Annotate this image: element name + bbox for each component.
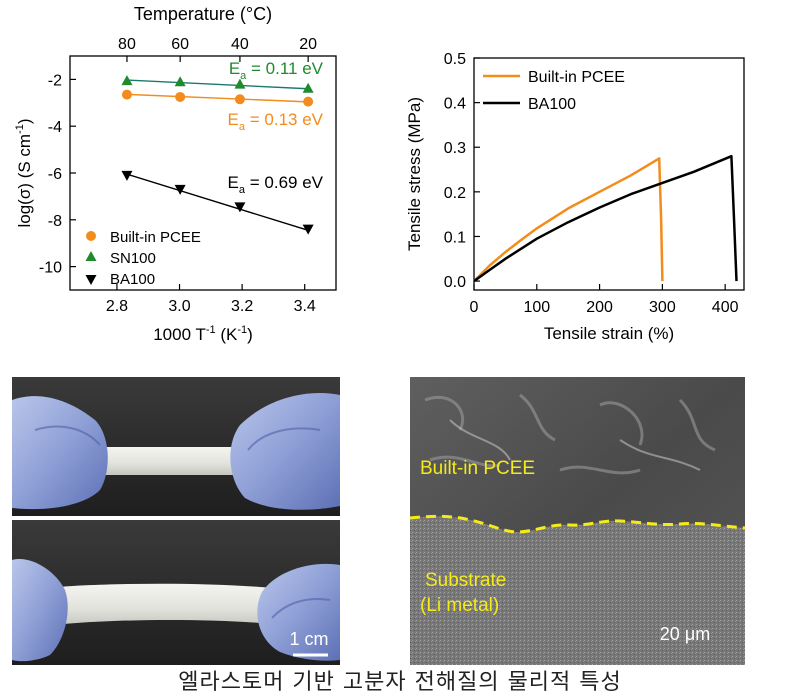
conductivity-x-axis-label: 1000 T-1 (K-1) [153,324,253,344]
glove-right-bottom [257,563,340,661]
y-tick-label: -10 [39,260,62,277]
y-tick-label: 0.5 [444,51,466,68]
data-point-sn100 [302,82,314,93]
glove-right-top [230,393,340,510]
top-tick-label: 40 [231,36,249,53]
y-tick-label: 0.3 [444,140,466,157]
tensile-curve-ba100 [473,154,738,283]
legend-label-built-in-pcee: Built-in PCEE [110,229,201,246]
legend-label-ba100-tensile: BA100 [528,96,576,113]
y-tick-label: -4 [48,119,62,136]
top-tick-label: 80 [118,36,136,53]
data-point-built-in-pcee [121,89,132,100]
temperature-axis-label: Temperature (°C) [134,4,272,24]
ea-annotation-ba100: Ea = 0.69 eV [228,173,324,196]
tensile-y-axis-label: Tensile stress (MPa) [405,97,424,251]
data-point-ba100 [174,184,186,195]
top-tick-label: 60 [171,36,189,53]
sem-label-substrate: Substrate [425,570,506,591]
tensile-curves [473,154,738,283]
x-tick-label: 3.2 [231,298,253,315]
data-point-sn100 [121,75,133,86]
data-point-built-in-pcee [234,94,245,105]
sem-scale-bar-label: 20 μm [660,624,710,644]
data-point-sn100 [174,76,186,87]
x-tick-label: 2.8 [106,298,128,315]
figure-caption: 엘라스토머 기반 고분자 전해질의 물리적 특성 [178,670,622,695]
top-tick-label: 20 [299,36,317,53]
sem-label-built-in-pcee: Built-in PCEE [420,458,535,479]
fit-line-sn100 [126,79,309,90]
y-tick-label: 0.0 [444,274,466,291]
data-point-built-in-pcee [175,91,186,102]
data-point-ba100 [234,202,246,213]
tensile-x-axis-label: Tensile strain (%) [544,324,674,343]
tensile-axis-ticks: 0 100 200 300 400 0.0 0.1 0.2 0.3 0.4 0.5 [444,51,739,316]
glove-left-bottom [12,559,68,662]
legend-marker-built-in-pcee [86,231,96,241]
ea-annotation-sn100: Ea = 0.11 eV [229,59,324,82]
y-tick-label: -8 [48,213,62,230]
fit-line-built-in-pcee [126,93,309,103]
conductivity-data-points [121,75,314,235]
x-tick-label: 400 [712,299,739,316]
data-point-ba100 [121,170,133,181]
data-point-built-in-pcee [303,96,314,107]
legend-marker-sn100 [85,251,97,261]
photo-unstretched [12,377,340,516]
y-tick-label: -6 [48,166,62,183]
conductivity-legend: Built-in PCEE SN100 BA100 [85,229,201,288]
ea-annotation-built-in-pcee: Ea = 0.13 eV [228,110,324,133]
sem-substrate-region [410,516,745,665]
x-tick-label: 200 [586,299,613,316]
legend-label-built-in-pcee-tensile: Built-in PCEE [528,69,625,86]
legend-label-ba100: BA100 [110,271,155,288]
y-tick-label: 0.4 [444,96,466,113]
sem-label-li-metal: (Li metal) [420,595,499,616]
photo-scale-bar-label: 1 cm [289,629,328,649]
film-strip-unstretched [90,447,250,475]
film-strip-stretched [45,583,290,626]
data-point-sn100 [234,78,246,89]
data-point-ba100 [302,224,314,235]
x-tick-label: 100 [523,299,550,316]
conductivity-y-axis-label: log(σ) (S cm-1) [14,118,34,227]
x-tick-label: 0 [470,299,479,316]
conductivity-chart: 2.8 3.0 3.2 3.4 -10 -8 -6 -4 -2 80 60 40 20 Temperat… [14,4,337,344]
sem-interface-line [409,514,746,534]
tensile-curve-built-in-pcee [473,157,664,282]
photo-stretched: 1 cm [12,520,340,665]
conductivity-axis-ticks: 2.8 3.0 3.2 3.4 -10 -8 -6 -4 -2 80 60 40 20 [39,36,317,315]
tensile-plot-frame [473,57,745,291]
x-tick-label: 3.0 [168,298,190,315]
y-tick-label: 0.2 [444,185,466,202]
x-tick-label: 300 [649,299,676,316]
glove-left-top [12,396,108,510]
tensile-legend: Built-in PCEE BA100 [483,69,625,113]
conductivity-fit-lines [126,79,309,231]
y-tick-label: -2 [48,72,62,89]
tensile-chart: 0 100 200 300 400 0.0 0.1 0.2 0.3 0.4 0.5 Tensile … [405,51,745,343]
sem-image: Built-in PCEE Substrate (Li metal) 20 μm [409,377,746,665]
legend-label-sn100: SN100 [110,250,156,267]
fit-line-ba100 [126,173,309,231]
y-tick-label: 0.1 [444,229,466,246]
legend-marker-ba100 [85,275,97,285]
stretch-photos: 1 cm [12,377,340,665]
x-tick-label: 3.4 [294,298,316,315]
